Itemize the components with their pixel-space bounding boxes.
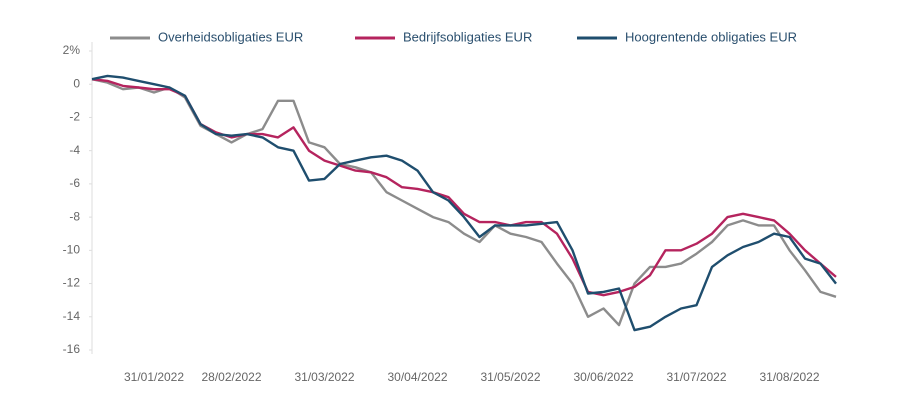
series-line	[91, 78, 837, 297]
x-tick-label: 31/05/2022	[480, 370, 540, 384]
x-tick-label: 31/03/2022	[294, 370, 354, 384]
y-tick-label: -14	[63, 309, 81, 323]
y-tick-label: -10	[63, 243, 81, 257]
y-tick-label: -6	[69, 176, 80, 190]
y-tick-label: -4	[69, 143, 80, 157]
x-tick-label: 31/01/2022	[124, 370, 184, 384]
x-tick-label: 31/07/2022	[666, 370, 726, 384]
series-line	[91, 78, 837, 327]
series-line	[91, 74, 837, 332]
x-tick-label: 31/08/2022	[759, 370, 819, 384]
legend: Overheidsobligaties EUR Bedrijfsobligatie…	[110, 29, 797, 44]
legend-label: Hoogrentende obligaties EUR	[625, 29, 797, 44]
y-tick-label: 2%	[63, 43, 81, 57]
y-tick-label: 0	[73, 76, 80, 90]
x-tick-label: 28/02/2022	[201, 370, 261, 384]
y-tick-label: -16	[63, 342, 81, 356]
y-tick-label: -12	[63, 276, 81, 290]
x-tick-label: 30/04/2022	[387, 370, 447, 384]
legend-label: Overheidsobligaties EUR	[158, 29, 303, 44]
x-tick-label: 30/06/2022	[573, 370, 633, 384]
y-tick-label: -8	[69, 209, 80, 223]
y-tick-label: -2	[69, 110, 80, 124]
legend-label: Bedrijfsobligaties EUR	[403, 29, 532, 44]
